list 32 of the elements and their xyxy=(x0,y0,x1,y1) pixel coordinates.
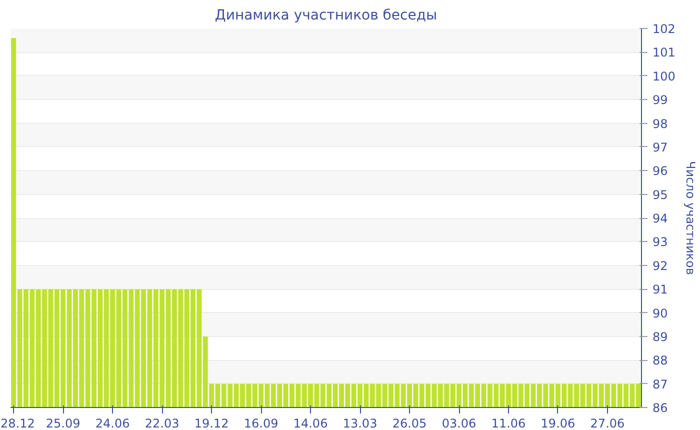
y-tick-label: 91 xyxy=(652,282,668,297)
y-tick-label: 95 xyxy=(652,188,668,202)
x-tick-label: 27.06 xyxy=(590,416,625,430)
y-tick-label: 100 xyxy=(652,69,676,84)
x-tick-label: 14.06 xyxy=(293,416,328,430)
y-tick-label: 97 xyxy=(652,140,668,154)
x-tick-label: 19.12 xyxy=(194,416,229,430)
chart-title: Динамика участников беседы xyxy=(214,8,438,24)
x-tick-label: 13.03 xyxy=(342,416,378,430)
x-tick-label: 03.06 xyxy=(442,416,476,430)
y-tick-label: 98 xyxy=(652,116,668,131)
y-tick-label: 101 xyxy=(652,46,676,60)
x-tick-label: 11.06 xyxy=(491,416,526,430)
y-tick-label: 88 xyxy=(652,354,668,368)
y-tick-label: 90 xyxy=(652,306,668,320)
x-tick-label: 22.03 xyxy=(144,416,180,430)
y-tick-label: 86 xyxy=(652,401,668,415)
y-tick-label: 89 xyxy=(652,330,668,344)
y-tick-label: 87 xyxy=(652,377,668,392)
y-tick-label: 93 xyxy=(652,235,668,250)
y-axis-title: Число участников xyxy=(683,161,698,275)
y-tick-label: 99 xyxy=(652,93,668,108)
x-tick-label: 16.09 xyxy=(244,416,278,430)
y-tick-label: 102 xyxy=(652,22,676,36)
x-tick-label: 25.09 xyxy=(46,416,80,430)
x-tick-label: 24.06 xyxy=(95,416,130,430)
y-tick-label: 94 xyxy=(652,212,668,226)
y-tick-label: 92 xyxy=(652,258,668,273)
y-tick-label: 96 xyxy=(652,164,668,178)
x-tick-label: 19.06 xyxy=(540,416,576,430)
x-tick-label: 28.12 xyxy=(0,416,35,430)
x-tick-label: 26.05 xyxy=(392,416,427,430)
